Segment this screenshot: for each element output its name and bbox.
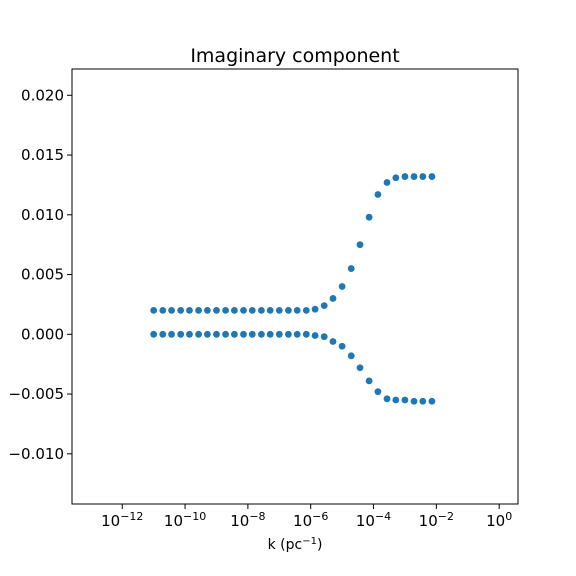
data-point bbox=[203, 307, 211, 314]
data-point bbox=[257, 330, 265, 338]
y-axis-ticks: −0.010 −0.005 0.000 0.005 0.010 0.015 0.020 bbox=[8, 86, 72, 463]
data-point bbox=[374, 191, 382, 198]
data-point bbox=[320, 333, 328, 341]
data-point bbox=[392, 174, 400, 182]
x-axis-ticks: 10−12 10−10 10−8 10−6 10−4 10−2 100 bbox=[101, 504, 512, 530]
chart-title: Imaginary component bbox=[190, 45, 399, 67]
x-tick-label: 10−12 bbox=[101, 510, 143, 530]
data-point bbox=[230, 330, 238, 338]
y-tick-label: 0.005 bbox=[21, 266, 64, 284]
data-point bbox=[302, 330, 310, 338]
data-point bbox=[401, 396, 409, 404]
data-point bbox=[275, 307, 283, 314]
data-point bbox=[159, 307, 167, 314]
data-point bbox=[356, 241, 364, 249]
data-point bbox=[257, 307, 265, 314]
data-point bbox=[285, 330, 292, 338]
data-point bbox=[266, 307, 274, 314]
y-tick-label: −0.005 bbox=[8, 385, 64, 403]
y-tick-label: 0.010 bbox=[21, 206, 64, 224]
data-point bbox=[186, 330, 193, 338]
x-tick-label: 10−4 bbox=[356, 510, 391, 530]
data-point bbox=[338, 342, 346, 350]
data-point bbox=[168, 307, 175, 314]
data-point bbox=[195, 330, 202, 338]
data-point bbox=[186, 307, 193, 314]
data-point bbox=[293, 307, 301, 314]
data-point bbox=[311, 305, 319, 313]
data-point bbox=[320, 302, 328, 310]
data-point bbox=[347, 265, 355, 272]
data-point bbox=[392, 396, 400, 404]
data-point bbox=[410, 173, 418, 180]
data-point bbox=[177, 307, 185, 314]
data-point bbox=[285, 307, 292, 314]
data-point bbox=[347, 352, 355, 360]
data-point bbox=[177, 330, 185, 338]
data-point bbox=[159, 330, 167, 338]
y-tick-label: 0.015 bbox=[21, 146, 64, 164]
x-tick-label: 10−10 bbox=[164, 510, 206, 530]
data-point bbox=[213, 307, 220, 314]
x-tick-label: 10−2 bbox=[419, 510, 454, 530]
data-point bbox=[419, 173, 427, 180]
data-point bbox=[338, 283, 346, 290]
y-tick-label: 0.020 bbox=[21, 86, 64, 104]
data-points bbox=[150, 173, 436, 405]
data-point bbox=[240, 330, 247, 338]
data-point bbox=[240, 307, 247, 314]
data-point bbox=[203, 330, 211, 338]
data-point bbox=[150, 330, 158, 338]
data-point bbox=[302, 307, 310, 314]
data-point bbox=[410, 397, 418, 405]
data-point bbox=[329, 338, 337, 345]
x-axis-label: k (pc−1) bbox=[268, 536, 323, 553]
x-tick-label: 10−6 bbox=[293, 510, 328, 530]
data-point bbox=[213, 330, 220, 338]
data-point bbox=[383, 395, 391, 403]
data-point bbox=[168, 330, 175, 338]
data-point bbox=[248, 307, 256, 314]
data-point bbox=[365, 213, 373, 221]
data-point bbox=[266, 330, 274, 338]
y-tick-label: −0.010 bbox=[8, 445, 64, 463]
data-point bbox=[365, 377, 373, 385]
data-point bbox=[428, 397, 436, 405]
plot-frame bbox=[71, 68, 519, 505]
data-point bbox=[275, 330, 283, 338]
data-point bbox=[195, 307, 202, 314]
data-point bbox=[428, 173, 436, 180]
data-point bbox=[419, 397, 427, 405]
y-tick-label: 0.000 bbox=[21, 325, 64, 343]
x-tick-label: 100 bbox=[486, 510, 512, 530]
data-point bbox=[222, 330, 229, 338]
data-point bbox=[383, 179, 391, 186]
data-point bbox=[248, 330, 256, 338]
data-point bbox=[311, 332, 319, 339]
data-point bbox=[329, 295, 337, 302]
data-point bbox=[150, 307, 158, 314]
data-point bbox=[222, 307, 229, 314]
data-point bbox=[293, 330, 301, 338]
data-point bbox=[230, 307, 238, 314]
data-point bbox=[374, 388, 382, 396]
data-point bbox=[356, 364, 364, 372]
x-tick-label: 10−8 bbox=[230, 510, 265, 530]
data-point bbox=[401, 173, 409, 180]
